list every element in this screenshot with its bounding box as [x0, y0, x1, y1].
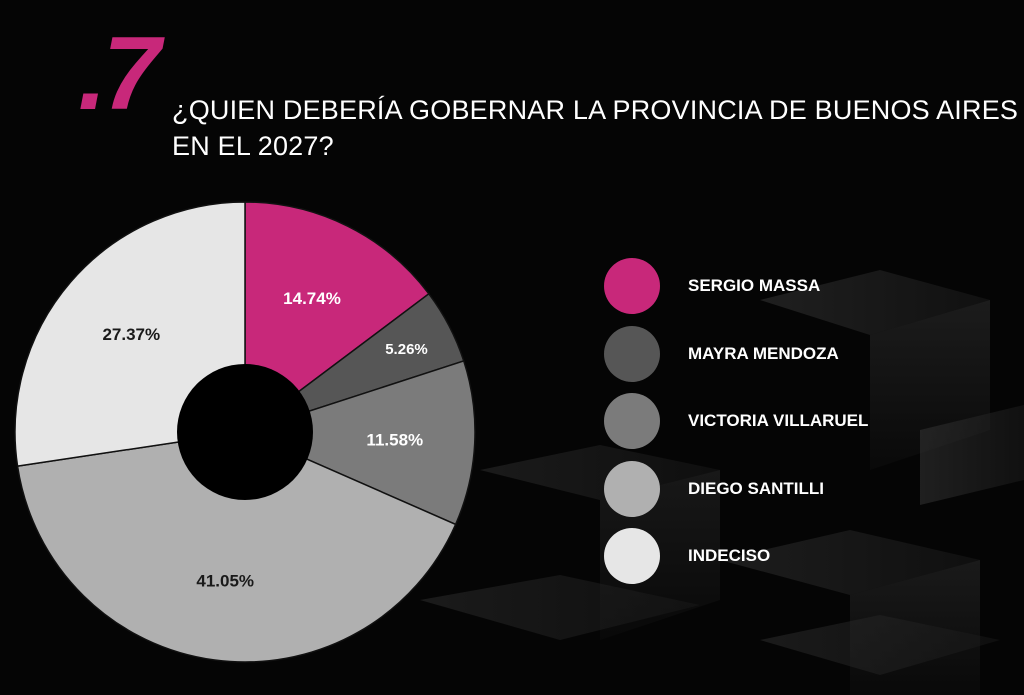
- legend-swatch: [604, 528, 660, 584]
- legend-label: SERGIO MASSA: [688, 276, 821, 295]
- legend-swatch: [604, 393, 660, 449]
- chart-title: ¿QUIEN DEBERÍA GOBERNAR LA PROVINCIA DE …: [172, 92, 1022, 164]
- donut-hole: [177, 364, 313, 500]
- question-number: .7: [78, 16, 161, 132]
- data-label-mayra-mendoza: 5.26%: [385, 341, 428, 358]
- data-label-sergio-massa: 14.74%: [283, 289, 341, 308]
- legend-label: INDECISO: [688, 546, 771, 565]
- legend-item-indeciso: INDECISO: [604, 528, 1004, 584]
- pie-slice-victoria-villaruel: [242, 359, 476, 526]
- chart-title-line-1: ¿QUIEN DEBERÍA GOBERNAR LA PROVINCIA DE …: [172, 95, 1019, 125]
- legend-swatch: [604, 325, 660, 382]
- legend-swatch: [604, 460, 660, 517]
- data-label-victoria-villaruel: 11.58%: [366, 430, 423, 449]
- legend-swatch: [604, 258, 660, 314]
- legend-item-mayra-mendoza: MAYRA MENDOZA: [604, 325, 1004, 382]
- legend-item-diego-santilli: DIEGO SANTILLI: [604, 460, 1004, 517]
- legend-label: VICTORIA VILLARUEL: [688, 411, 869, 430]
- chart-title-line-2: EN EL 2027?: [172, 131, 334, 161]
- legend-label: DIEGO SANTILLI: [688, 478, 824, 498]
- legend-item-victoria-villaruel: VICTORIA VILLARUEL: [604, 393, 1004, 449]
- legend-item-sergio-massa: SERGIO MASSA: [604, 258, 1004, 314]
- pie-slice-diego-santilli: [16, 431, 457, 663]
- pie-slice-sergio-massa: [244, 201, 430, 434]
- data-label-indeciso: 27.37%: [102, 325, 160, 344]
- data-label-diego-santilli: 41.05%: [196, 572, 254, 591]
- legend-label: MAYRA MENDOZA: [688, 343, 839, 363]
